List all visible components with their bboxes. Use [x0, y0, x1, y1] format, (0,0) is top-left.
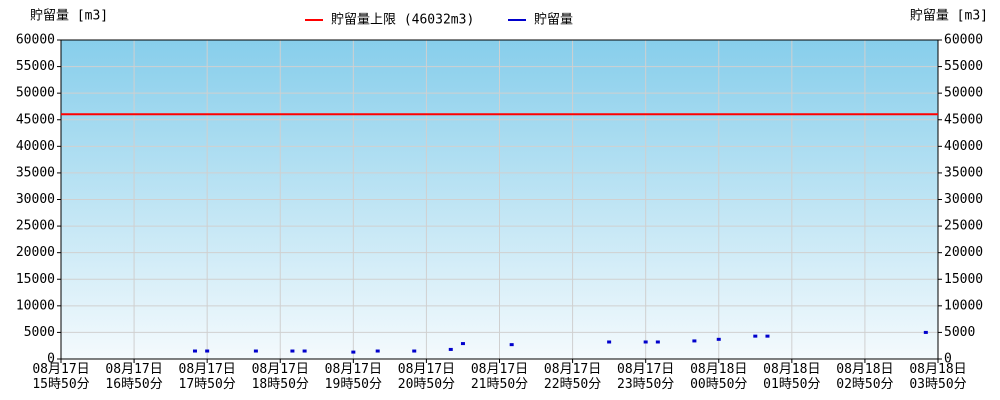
y-tick-label: 45000	[16, 112, 55, 127]
y2-tick-label: 5000	[944, 325, 975, 340]
x-tick-label: 08月18日 01時50分	[763, 362, 821, 392]
y-axis-title: 貯留量 [m3]	[30, 9, 108, 24]
x-tick-label: 08月18日 02時50分	[836, 362, 894, 392]
y2-tick-label: 35000	[944, 165, 983, 180]
y2-tick-label: 0	[944, 352, 952, 367]
y2-tick-label: 15000	[944, 272, 983, 287]
y-tick-label: 5000	[24, 325, 55, 340]
data-point	[655, 340, 660, 344]
y2-tick-label: 50000	[944, 86, 983, 101]
y2-tick-label: 45000	[944, 112, 983, 127]
y-tick-label: 55000	[16, 59, 55, 74]
x-tick-label: 08月17日 19時50分	[324, 362, 382, 392]
data-point	[716, 337, 721, 341]
plot-frame	[60, 39, 939, 360]
legend-label: 貯留量上限 (46032m3)	[331, 13, 474, 28]
x-tick-label: 08月17日 17時50分	[178, 362, 236, 392]
y2-tick-label: 10000	[944, 298, 983, 313]
y2-tick-label: 25000	[944, 219, 983, 234]
y-tick-label: 40000	[16, 139, 55, 154]
data-point	[643, 340, 648, 344]
x-tick-label: 08月17日 21時50分	[470, 362, 529, 392]
data-point	[923, 330, 928, 334]
y-tick-label: 20000	[16, 245, 55, 260]
data-point	[607, 340, 612, 344]
data-point	[765, 334, 770, 338]
data-point	[351, 350, 356, 354]
y2-tick-label: 55000	[944, 59, 983, 74]
x-tick-label: 08月17日 23時50分	[617, 362, 675, 392]
data-point	[753, 334, 758, 338]
y-tick-label: 15000	[16, 272, 55, 287]
data-point	[412, 349, 417, 353]
legend-label: 貯留量	[534, 13, 573, 28]
data-point	[253, 349, 258, 353]
y-tick-label: 0	[47, 352, 55, 367]
data-point	[448, 347, 453, 351]
y-tick-label: 60000	[16, 33, 55, 48]
y2-tick-label: 30000	[944, 192, 983, 207]
data-point	[302, 349, 307, 353]
y-tick-label: 50000	[16, 86, 55, 101]
x-tick-label: 08月18日 03時50分	[909, 362, 967, 392]
y2-axis-title: 貯留量 [m3]	[910, 9, 988, 24]
y2-tick-label: 20000	[944, 245, 983, 260]
data-point	[205, 349, 210, 353]
data-point	[460, 342, 465, 346]
y-tick-label: 35000	[16, 165, 55, 180]
y-tick-label: 10000	[16, 298, 55, 313]
x-tick-label: 08月17日 22時50分	[543, 362, 602, 392]
x-tick-label: 08月18日 00時50分	[690, 362, 748, 392]
y2-tick-label: 40000	[944, 139, 983, 154]
data-point	[692, 339, 697, 343]
x-tick-label: 08月17日 18時50分	[251, 362, 309, 392]
data-point	[290, 349, 295, 353]
y-tick-label: 30000	[16, 192, 55, 207]
y-tick-label: 25000	[16, 219, 55, 234]
data-point	[192, 349, 197, 353]
x-tick-label: 08月17日 20時50分	[397, 362, 456, 392]
y2-tick-label: 60000	[944, 33, 983, 48]
x-tick-label: 08月17日 15時50分	[32, 362, 90, 392]
data-point	[375, 349, 380, 353]
x-tick-label: 08月17日 16時50分	[105, 362, 163, 392]
data-point	[509, 343, 514, 347]
